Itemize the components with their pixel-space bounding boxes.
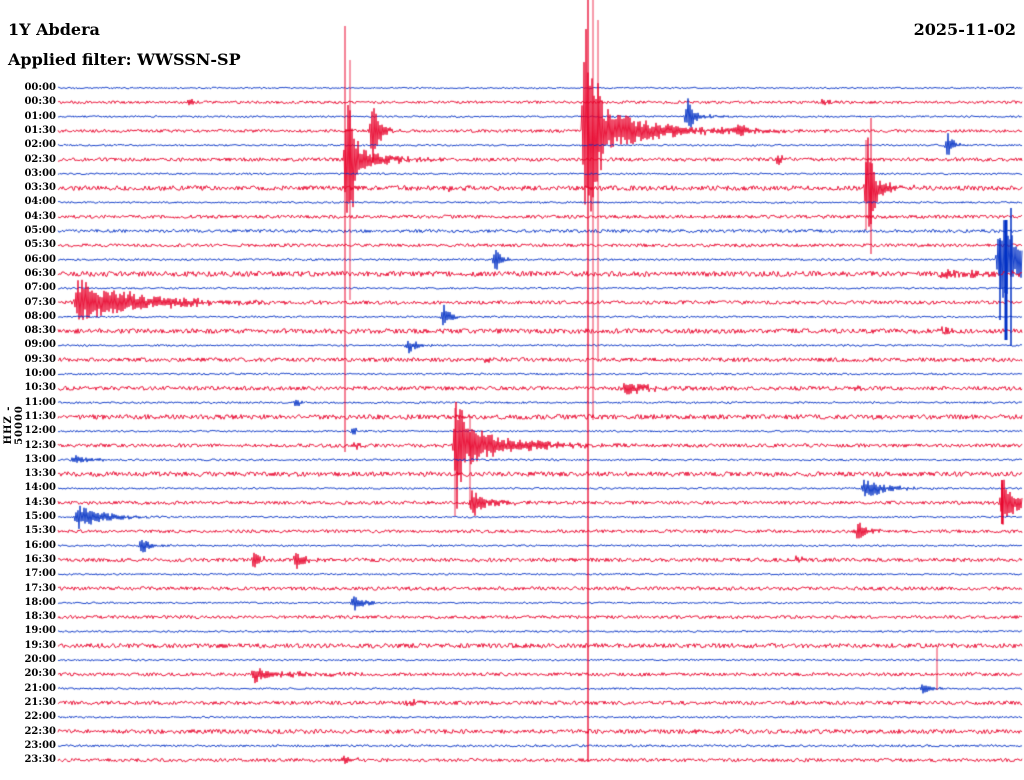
time-label: 06:00 [24,253,56,265]
time-label: 07:30 [24,296,56,308]
time-label: 04:00 [24,196,56,208]
time-label: 08:30 [24,325,56,337]
date-label: 2025-11-02 [913,20,1016,39]
time-label: 01:30 [24,124,56,136]
channel-scale-label: HHZ - 50000 [3,405,25,445]
time-label: 04:30 [24,210,56,222]
time-label: 13:00 [24,453,56,465]
time-label: 07:00 [24,282,56,294]
time-label: 09:30 [24,353,56,365]
time-label: 22:30 [24,725,56,737]
time-label: 18:00 [24,596,56,608]
time-label: 15:30 [24,525,56,537]
time-label: 03:30 [24,182,56,194]
time-label: 12:30 [24,439,56,451]
time-label: 16:00 [24,539,56,551]
time-label: 01:00 [24,110,56,122]
time-label: 03:00 [24,167,56,179]
time-label: 06:30 [24,267,56,279]
time-label: 16:30 [24,553,56,565]
time-label: 19:30 [24,639,56,651]
time-label: 20:30 [24,668,56,680]
time-label: 23:00 [24,739,56,751]
time-label: 15:00 [24,511,56,522]
time-label: 02:00 [24,139,56,151]
time-label: 11:00 [24,396,56,408]
time-label: 21:00 [24,682,56,694]
time-label: 12:00 [24,425,56,437]
time-label: 05:00 [24,225,56,236]
time-label: 23:30 [24,754,56,766]
time-label: 20:00 [24,654,56,665]
time-label: 05:30 [24,239,56,251]
time-label: 10:30 [24,382,56,394]
time-label: 14:30 [24,496,56,508]
time-label: 10:00 [24,368,56,379]
time-label: 09:00 [24,339,56,351]
time-label: 22:00 [24,711,56,723]
time-label: 18:30 [24,611,56,623]
time-label: 21:30 [24,696,56,708]
time-label: 00:30 [24,96,56,108]
time-label: 00:00 [24,82,56,93]
time-label: 02:30 [24,153,56,165]
time-label: 08:00 [24,310,56,322]
filter-label: Applied filter: WWSSN-SP [8,50,241,69]
time-label: 19:00 [24,625,56,637]
time-label: 17:00 [24,568,56,580]
time-label: 11:30 [24,410,56,422]
time-label: 13:30 [24,468,56,480]
time-label: 17:30 [24,582,56,594]
time-label: 14:00 [24,482,56,494]
station-name: 1Y Abdera [8,20,100,39]
